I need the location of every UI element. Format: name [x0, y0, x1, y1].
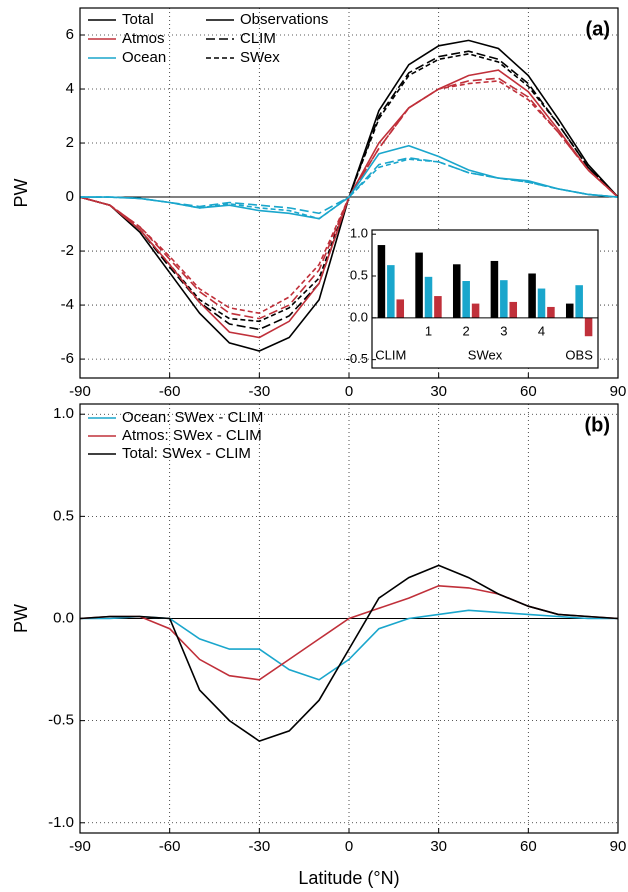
y-tick-label: 0.0 — [53, 609, 74, 626]
y-tick-label: 6 — [66, 26, 74, 43]
legend-label: Total: SWex - CLIM — [122, 445, 251, 462]
x-tick-label: -90 — [69, 383, 91, 400]
y-tick-label: -4 — [61, 296, 74, 313]
y-tick-label: 0.5 — [53, 507, 74, 524]
x-tick-label: -90 — [69, 838, 91, 855]
y-axis-label: PW — [11, 604, 31, 633]
bar — [424, 276, 433, 318]
inset-frame — [371, 229, 599, 369]
legend-label: SWex — [240, 49, 280, 66]
x-tick-label: 90 — [610, 838, 627, 855]
y-tick-label: 1.0 — [53, 405, 74, 422]
x-tick-label: -60 — [159, 838, 181, 855]
bar — [452, 264, 461, 318]
series-line — [80, 158, 619, 220]
legend-label: Observations — [240, 11, 328, 28]
x-tick-label: 60 — [520, 383, 537, 400]
legend-label: Total — [122, 11, 154, 28]
category-label: OBS — [565, 347, 593, 362]
bar — [575, 285, 583, 318]
category-label: 3 — [500, 323, 507, 338]
y-tick-label: -0.5 — [48, 712, 74, 729]
bar — [537, 288, 546, 318]
inset-background — [372, 230, 598, 368]
panel-label: (a) — [586, 18, 610, 40]
bar — [434, 296, 442, 318]
bar — [415, 252, 423, 318]
series-line — [79, 50, 619, 331]
x-tick-label: -30 — [248, 383, 270, 400]
legend-label: CLIM — [240, 30, 276, 47]
x-tick-label: 90 — [610, 383, 627, 400]
plot-frame — [79, 7, 619, 379]
bar — [509, 301, 518, 318]
y-tick-label: -2 — [61, 242, 74, 259]
y-tick-label: -1.0 — [48, 814, 74, 831]
x-tick-label: 30 — [430, 838, 447, 855]
category-label: 4 — [538, 323, 545, 338]
category-label: 2 — [463, 323, 470, 338]
bar — [490, 260, 499, 318]
panel-label: (b) — [584, 414, 610, 436]
bar — [500, 280, 508, 318]
y-tick-label: 0.5 — [350, 267, 368, 282]
group-label: SWex — [468, 347, 503, 362]
bar — [387, 265, 395, 318]
bar — [396, 299, 405, 318]
category-label: CLIM — [375, 347, 406, 362]
bar — [377, 245, 386, 318]
legend-label: Atmos: SWex - CLIM — [122, 427, 262, 444]
x-axis-label: Latitude (°N) — [298, 868, 399, 888]
y-tick-label: 0 — [66, 188, 74, 205]
y-tick-label: 4 — [66, 80, 74, 97]
x-tick-label: 0 — [345, 838, 353, 855]
y-tick-label: 2 — [66, 134, 74, 151]
category-label: 1 — [425, 323, 432, 338]
legend-label: Ocean — [122, 49, 166, 66]
bar — [471, 303, 480, 318]
legend-label: Ocean: SWex - CLIM — [122, 409, 263, 426]
y-tick-label: -6 — [61, 350, 74, 367]
legend-label: Atmos — [122, 30, 165, 47]
bar — [547, 306, 555, 318]
y-axis-label: PW — [11, 178, 31, 207]
x-tick-label: 60 — [520, 838, 537, 855]
bar — [528, 273, 536, 318]
x-tick-label: -30 — [248, 838, 270, 855]
bar — [565, 303, 574, 318]
plot-frame — [79, 403, 619, 834]
y-tick-label: 0.0 — [350, 309, 368, 324]
bar — [584, 317, 593, 337]
x-tick-label: 30 — [430, 383, 447, 400]
y-tick-label: -0.5 — [346, 351, 368, 366]
series-line — [79, 564, 619, 742]
x-tick-label: -60 — [159, 383, 181, 400]
x-tick-label: 0 — [345, 383, 353, 400]
bar — [462, 281, 470, 318]
y-tick-label: 1.0 — [350, 226, 368, 241]
